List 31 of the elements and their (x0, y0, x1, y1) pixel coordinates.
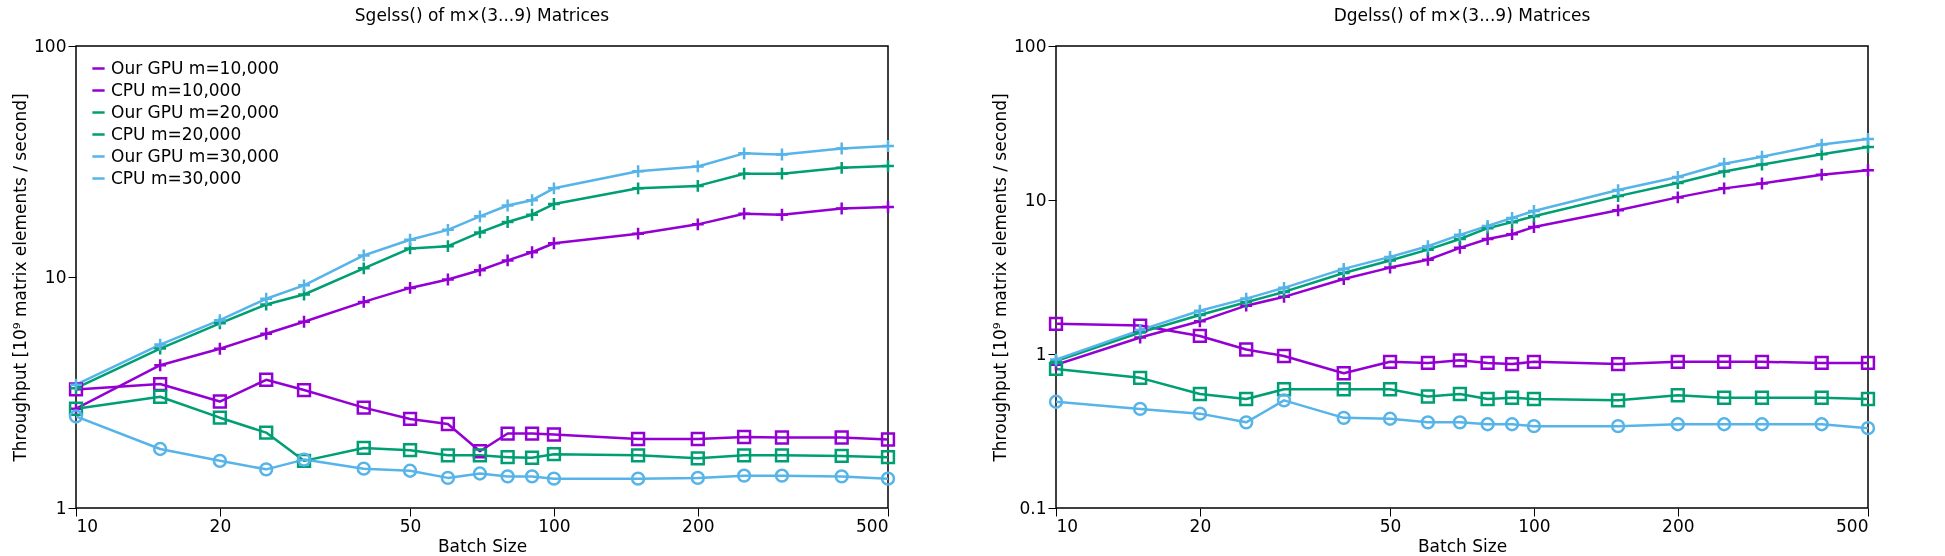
chart-title: Dgelss() of m×(3...9) Matrices (1333, 5, 1591, 25)
x-tick-label: 20 (209, 515, 232, 536)
y-axis-title: Throughput [10⁹ matrix elements / second] (10, 93, 31, 463)
y-tick-label: 1 (1035, 343, 1047, 364)
x-tick-label: 20 (1189, 515, 1212, 536)
y-tick-label: 1 (55, 497, 67, 518)
legend-label: Our GPU m=20,000 (111, 101, 280, 122)
x-tick-label: 100 (538, 515, 571, 536)
x-tick-label: 500 (856, 515, 889, 536)
x-tick-label: 50 (399, 515, 422, 536)
legend-label: CPU m=20,000 (111, 123, 242, 144)
legend-label: Our GPU m=10,000 (111, 57, 280, 78)
x-tick-label: 10 (76, 515, 99, 536)
y-tick-label: 100 (34, 35, 67, 56)
legend-label: CPU m=10,000 (111, 79, 242, 100)
x-tick-label: 200 (1662, 515, 1695, 536)
x-tick-label: 500 (1836, 515, 1869, 536)
x-axis-title: Batch Size (437, 535, 528, 556)
x-tick-label: 200 (682, 515, 715, 536)
y-axis-title: Throughput [10⁹ matrix elements / second] (990, 93, 1011, 463)
x-tick-label: 100 (1518, 515, 1551, 536)
legend-label: Our GPU m=30,000 (111, 145, 280, 166)
legend-label: CPU m=30,000 (111, 167, 242, 188)
y-tick-label: 100 (1014, 35, 1047, 56)
y-tick-label: 10 (44, 266, 67, 287)
y-tick-label: 10 (1024, 189, 1047, 210)
x-tick-label: 50 (1379, 515, 1402, 536)
y-tick-label: 0.1 (1019, 497, 1047, 518)
x-tick-label: 10 (1056, 515, 1079, 536)
chart-title: Sgelss() of m×(3...9) Matrices (354, 5, 610, 25)
x-axis-title: Batch Size (1417, 535, 1508, 556)
